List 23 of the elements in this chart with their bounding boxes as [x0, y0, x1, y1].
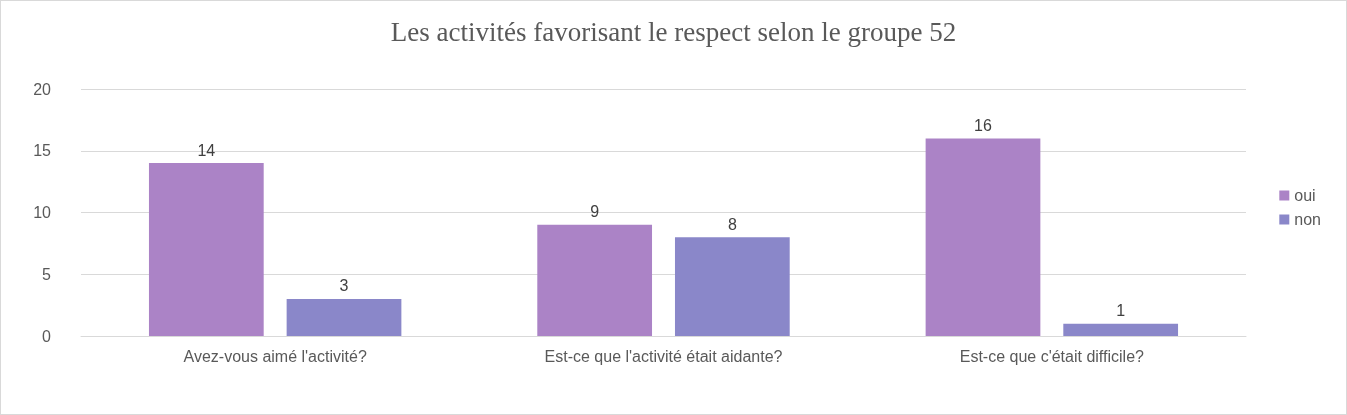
y-tick-label: 10 — [33, 204, 52, 221]
data-label: 1 — [1116, 302, 1126, 320]
data-label: 3 — [339, 277, 349, 295]
data-label: 16 — [974, 116, 992, 134]
data-label: 9 — [590, 203, 600, 221]
x-tick-label: Avez-vous aimé l'activité? — [183, 347, 367, 365]
y-tick-label: 5 — [42, 265, 52, 283]
legend-label: non — [1294, 211, 1322, 228]
data-label: 14 — [197, 141, 216, 159]
bar — [1063, 323, 1179, 336]
x-tick-label: Est-ce que c'était difficile? — [959, 347, 1145, 365]
bar — [674, 237, 790, 336]
chart-title: Les activités favorisant le respect selon le groupe 52 — [390, 16, 957, 47]
bar — [925, 138, 1041, 336]
y-tick-label: 15 — [33, 142, 52, 160]
legend-label: oui — [1294, 187, 1316, 204]
y-tick-label: 20 — [33, 80, 52, 98]
y-tick-label: 0 — [42, 327, 52, 345]
bar — [537, 224, 653, 336]
bar — [148, 163, 264, 336]
bar — [286, 298, 402, 336]
data-label: 8 — [727, 215, 737, 233]
x-tick-label: Est-ce que l'activité était aidante? — [544, 347, 783, 365]
